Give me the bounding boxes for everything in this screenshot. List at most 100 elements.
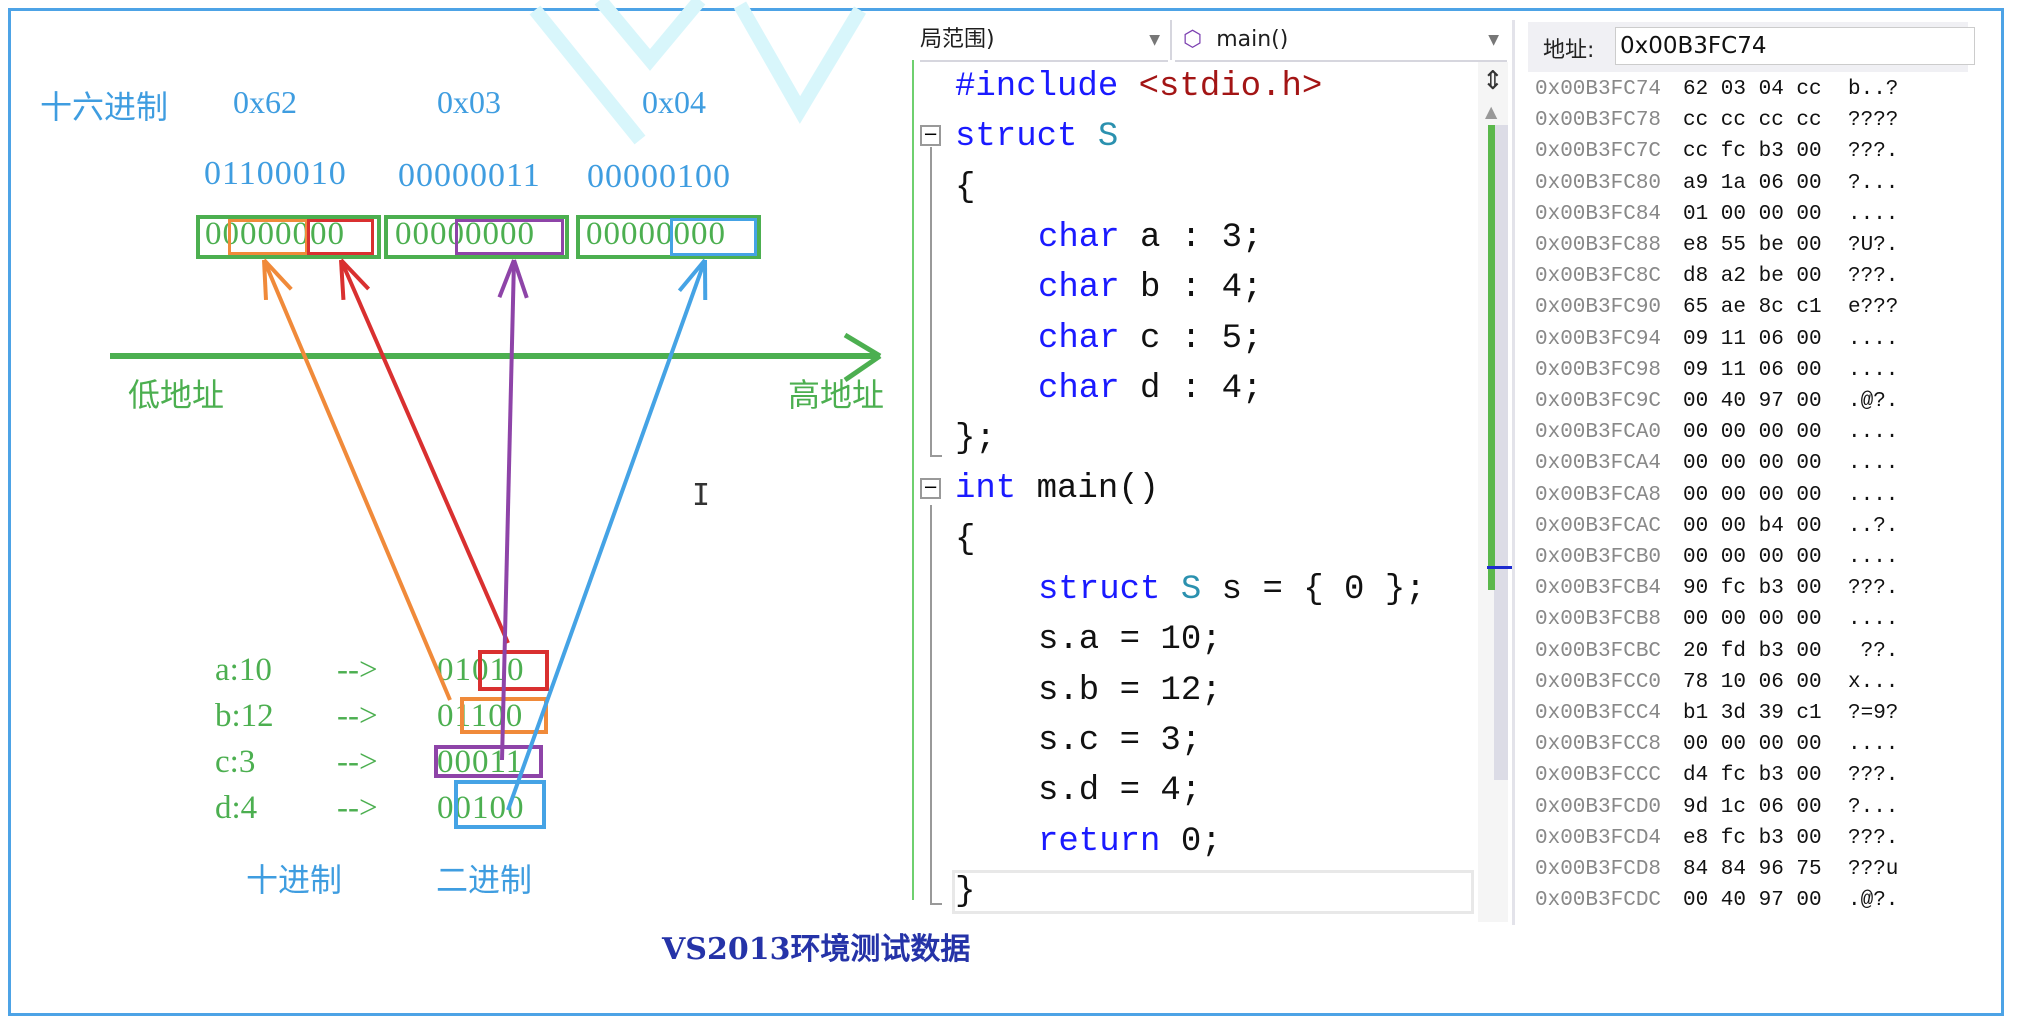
code-line[interactable]: s.a = 10; [1038, 615, 1222, 665]
memory-cell: ?... [1848, 172, 1898, 195]
memory-address: 0x00B3FCD4 [1535, 826, 1662, 850]
memory-cell: 0x00B3FC88 [1535, 234, 1661, 257]
code-line[interactable]: s.d = 4; [1038, 766, 1201, 816]
bitfield-a-box [307, 219, 374, 255]
code-line[interactable]: char b : 4; [1038, 263, 1262, 313]
code-line[interactable]: #include <stdio.h> [955, 62, 1322, 112]
memory-cell: 00 40 97 00 [1683, 889, 1822, 912]
memory-ascii: .... [1848, 483, 1899, 507]
memory-ascii: ..?. [1848, 514, 1899, 538]
member-label: b:12 [215, 698, 274, 734]
memory-bytes: b1 3d 39 c1 [1683, 702, 1822, 725]
member-label: c:3 [215, 744, 256, 780]
code-token: return [1038, 822, 1181, 861]
code-line[interactable]: return 0; [1038, 817, 1222, 867]
code-token: char [1038, 369, 1141, 408]
watermark-stroke [529, 0, 867, 145]
memory-bytes: 90 fc b3 00 [1683, 577, 1822, 601]
member-arrow: --> [337, 698, 378, 734]
memory-cell: 00 00 b4 00 [1683, 515, 1822, 538]
byte-box [576, 215, 761, 259]
scope-dropdown-label: 局范围) [920, 27, 995, 52]
code-token: b : 4; [1140, 269, 1263, 308]
fold-guide-end [930, 455, 942, 457]
memory-cell: cc fc b3 00 [1683, 140, 1822, 163]
code-token: S [1097, 118, 1119, 157]
member-label: a:10 [215, 652, 272, 688]
code-token: d : 4; [1140, 369, 1263, 408]
memory-address: 0x00B3FC84 [1535, 202, 1662, 226]
memory-cell: 0x00B3FC90 [1535, 296, 1661, 319]
memory-cell: 00 00 00 00 [1683, 733, 1822, 756]
collapse-struct-icon[interactable]: − [920, 125, 941, 146]
memory-cell: e8 55 be 00 [1683, 234, 1822, 257]
high-address-label: 高地址 [788, 376, 885, 414]
code-line[interactable]: }; [955, 414, 996, 464]
code-token: a : 3; [1140, 218, 1263, 257]
code-token: <stdio.h> [1138, 68, 1323, 106]
arrowhead-b [262, 259, 268, 301]
code-line[interactable]: struct S s = { 0 }; [1038, 565, 1426, 615]
memory-cell: ???? [1848, 109, 1898, 132]
memory-cell: .... [1848, 733, 1898, 756]
scroll-up-icon[interactable]: ▲ [1485, 102, 1498, 121]
memory-address: 0x00B3FCBC [1535, 639, 1662, 663]
arrow-c [500, 259, 516, 761]
memory-address: 0x00B3FC7C [1535, 140, 1662, 164]
memory-cell: .... [1848, 328, 1898, 351]
panel-splitter[interactable] [1512, 20, 1515, 925]
memory-bytes: cc fc b3 00 [1683, 140, 1822, 164]
memory-cell: .... [1848, 484, 1898, 507]
code-line[interactable]: s.b = 12; [1038, 666, 1222, 716]
memory-cell: 0x00B3FCA8 [1535, 484, 1661, 507]
memory-bytes: 00 00 00 00 [1683, 608, 1822, 632]
chevron-down-icon: ▼ [1149, 32, 1160, 48]
memory-bytes: 78 10 06 00 [1683, 670, 1822, 694]
member-label: d:4 [215, 790, 258, 826]
memory-byte-bits: 00000000 [395, 216, 535, 252]
code-line[interactable]: char c : 5; [1038, 314, 1262, 364]
memory-cell: 62 03 04 cc [1683, 78, 1822, 101]
memory-cell: 00 00 00 00 [1683, 546, 1822, 569]
current-line-highlight [952, 870, 1474, 914]
outer-frame [8, 8, 2004, 1016]
memory-cell: 00 00 00 00 [1683, 452, 1822, 475]
split-window-icon[interactable]: ⇕ [1482, 66, 1504, 96]
code-token: S [1180, 571, 1202, 609]
memory-cell: d8 a2 be 00 [1683, 265, 1822, 288]
memory-cell: 0x00B3FCC4 [1535, 702, 1661, 725]
axis-arrowhead [843, 353, 882, 383]
scrollbar-thumb[interactable] [1494, 125, 1508, 780]
code-token: s.d = 4; [1038, 772, 1202, 811]
scope-dropdown[interactable]: 局范围) ▼ [920, 20, 1168, 62]
memory-ascii: .... [1848, 358, 1899, 382]
byte-box [384, 215, 569, 259]
text-cursor-icon: I [692, 478, 711, 513]
memory-ascii: ?... [1848, 171, 1899, 195]
memory-bytes: 62 03 04 cc [1683, 78, 1822, 101]
collapse-main-icon[interactable]: − [920, 478, 941, 499]
memory-cell: ?U?. [1848, 234, 1898, 257]
memory-ascii: .... [1848, 421, 1899, 445]
memory-address: 0x00B3FCA4 [1535, 452, 1662, 476]
code-line[interactable]: struct S [955, 112, 1118, 162]
code-line[interactable]: char d : 4; [1038, 364, 1262, 414]
code-line[interactable]: { [955, 515, 975, 565]
address-input[interactable] [1615, 27, 1975, 65]
address-label: 地址: [1543, 38, 1595, 63]
code-line[interactable]: char a : 3; [1038, 213, 1262, 263]
memory-address: 0x00B3FC78 [1535, 109, 1662, 133]
memory-cell: ???. [1848, 764, 1898, 787]
function-dropdown[interactable]: ⬡ main() ▼ [1175, 20, 1507, 62]
code-line[interactable]: { [955, 163, 975, 213]
memory-cell: 0x00B3FCAC [1535, 515, 1661, 538]
code-line[interactable]: int main() [955, 464, 1159, 514]
memory-address: 0x00B3FCC0 [1535, 670, 1662, 694]
member-bits: 01100 [437, 698, 524, 734]
memory-ascii: ???. [1848, 764, 1899, 788]
memory-cell: 0x00B3FCA0 [1535, 421, 1661, 444]
code-line[interactable]: } [955, 867, 975, 917]
code-line[interactable]: s.c = 3; [1038, 716, 1201, 766]
editor-change-margin [912, 60, 914, 900]
memory-ascii: ???. [1848, 826, 1899, 850]
